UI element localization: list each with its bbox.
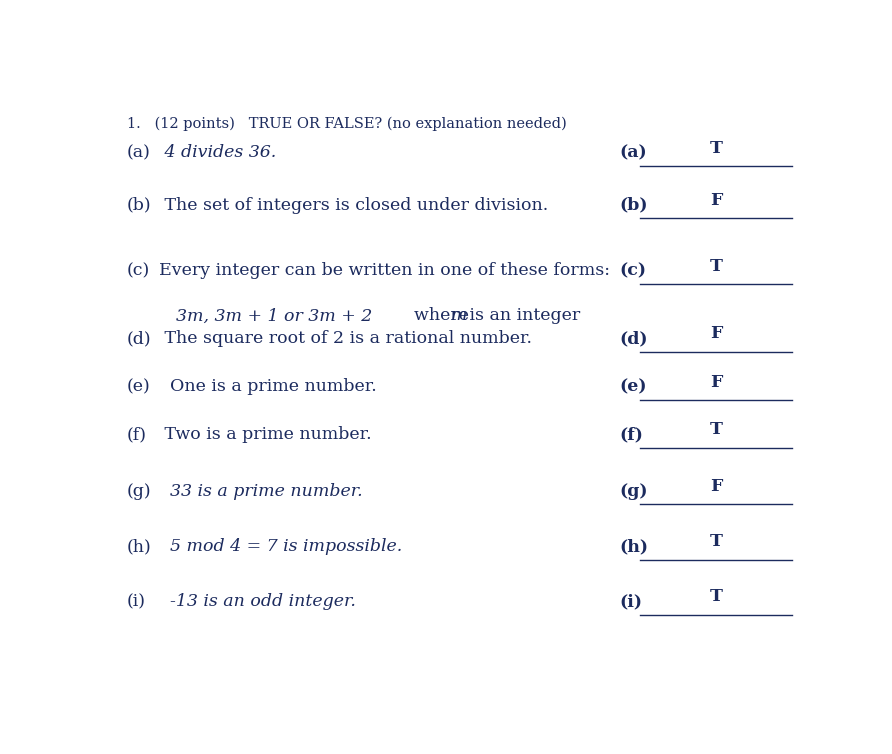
Text: (e): (e) xyxy=(127,379,151,395)
Text: (d): (d) xyxy=(620,330,648,347)
Text: T: T xyxy=(710,421,723,438)
Text: m: m xyxy=(451,308,467,324)
Text: (f): (f) xyxy=(127,426,146,443)
Text: (b): (b) xyxy=(127,197,152,213)
Text: (f): (f) xyxy=(620,426,643,443)
Text: 1.   (12 points)   TRUE OR FALSE? (no explanation needed): 1. (12 points) TRUE OR FALSE? (no explan… xyxy=(127,117,566,131)
Text: 33 is a prime number.: 33 is a prime number. xyxy=(159,483,362,500)
Text: (e): (e) xyxy=(620,379,647,395)
Text: (b): (b) xyxy=(620,197,648,213)
Text: (g): (g) xyxy=(620,483,648,500)
Text: (a): (a) xyxy=(127,144,151,161)
Text: T: T xyxy=(710,139,723,157)
Text: T: T xyxy=(710,258,723,274)
Text: (c): (c) xyxy=(620,262,647,279)
Text: where: where xyxy=(359,308,475,324)
Text: Every integer can be written in one of these forms:: Every integer can be written in one of t… xyxy=(159,262,609,279)
Text: (c): (c) xyxy=(127,262,150,279)
Text: F: F xyxy=(710,374,723,391)
Text: 5 mod 4 = 7 is impossible.: 5 mod 4 = 7 is impossible. xyxy=(159,538,401,555)
Text: -13 is an odd integer.: -13 is an odd integer. xyxy=(159,593,355,610)
Text: (g): (g) xyxy=(127,483,152,500)
Text: (i): (i) xyxy=(127,593,145,610)
Text: T: T xyxy=(710,533,723,550)
Text: (h): (h) xyxy=(620,538,648,555)
Text: (h): (h) xyxy=(127,538,152,555)
Text: The square root of 2 is a rational number.: The square root of 2 is a rational numbe… xyxy=(159,330,532,347)
Text: 3m, 3m + 1 or 3m + 2: 3m, 3m + 1 or 3m + 2 xyxy=(176,308,372,324)
Text: 4 divides 36.: 4 divides 36. xyxy=(159,144,276,161)
Text: Two is a prime number.: Two is a prime number. xyxy=(159,426,371,443)
Text: (a): (a) xyxy=(620,144,648,161)
Text: F: F xyxy=(710,192,723,209)
Text: The set of integers is closed under division.: The set of integers is closed under divi… xyxy=(159,197,548,213)
Text: is an integer: is an integer xyxy=(464,308,581,324)
Text: T: T xyxy=(710,588,723,605)
Text: (i): (i) xyxy=(620,593,642,610)
Text: (d): (d) xyxy=(127,330,152,347)
Text: One is a prime number.: One is a prime number. xyxy=(159,379,376,395)
Text: F: F xyxy=(710,478,723,495)
Text: F: F xyxy=(710,326,723,342)
